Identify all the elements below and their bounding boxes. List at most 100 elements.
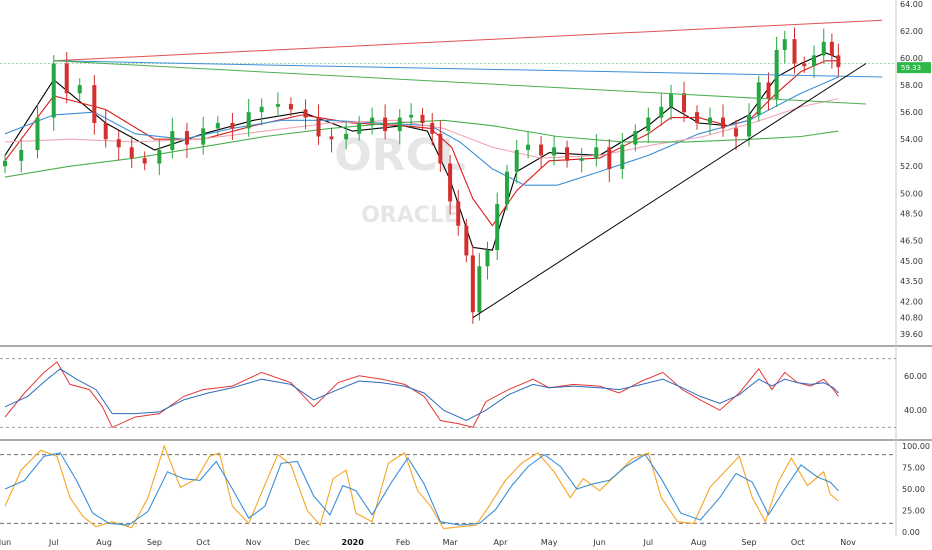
candle-body[interactable] — [464, 225, 469, 256]
time-axis-label: Mar — [443, 538, 459, 547]
candle-body[interactable] — [246, 112, 251, 129]
candle-body[interactable] — [142, 158, 147, 164]
candle-body[interactable] — [782, 39, 787, 50]
candle-body[interactable] — [184, 131, 189, 145]
candle-body[interactable] — [774, 49, 779, 99]
candle-body[interactable] — [344, 133, 349, 140]
price-pane[interactable] — [0, 19, 896, 324]
candle-body[interactable] — [734, 128, 739, 137]
candle-body[interactable] — [721, 117, 726, 129]
candle-body[interactable] — [35, 117, 40, 151]
candle-body[interactable] — [552, 147, 557, 156]
candle-body[interactable] — [383, 117, 388, 132]
trendline-3[interactable] — [472, 63, 867, 319]
stoch-series-line-1 — [4, 452, 839, 526]
time-axis-label: Jun — [0, 538, 11, 547]
moving-average-line-4 — [4, 119, 839, 178]
candle-body[interactable] — [633, 131, 638, 145]
candle-body[interactable] — [370, 117, 375, 123]
candle-body[interactable] — [215, 122, 220, 129]
candle-body[interactable] — [821, 41, 826, 56]
price-tick-label: 60.00 — [900, 54, 923, 63]
candle-body[interactable] — [438, 133, 443, 164]
stoch-series-line-0 — [4, 444, 839, 530]
panel-separators — [0, 0, 932, 536]
candle-body[interactable] — [485, 250, 490, 267]
candle-body[interactable] — [77, 85, 82, 94]
candle-body[interactable] — [682, 93, 687, 113]
rsi-pane[interactable] — [0, 358, 896, 429]
candle-body[interactable] — [514, 150, 519, 172]
candle-body[interactable] — [275, 104, 280, 107]
candle-body[interactable] — [157, 150, 162, 164]
candle-body[interactable] — [470, 255, 475, 313]
candle-body[interactable] — [201, 128, 206, 145]
price-tick-label: 39.60 — [900, 330, 923, 339]
rsi-series-line-0 — [4, 361, 839, 429]
candle-body[interactable] — [565, 147, 570, 161]
candle-body[interactable] — [620, 144, 625, 169]
candle-body[interactable] — [397, 117, 402, 132]
candle-body[interactable] — [812, 55, 817, 67]
candle-body[interactable] — [329, 136, 334, 140]
candle-body[interactable] — [116, 139, 121, 148]
candle-body[interactable] — [607, 147, 612, 169]
candle-body[interactable] — [802, 63, 807, 67]
candle-body[interactable] — [409, 114, 414, 118]
candle-body[interactable] — [288, 104, 293, 110]
time-axis-label: Aug — [96, 538, 112, 547]
candle-body[interactable] — [430, 122, 435, 134]
candle-body[interactable] — [792, 39, 797, 64]
candle-body[interactable] — [747, 114, 752, 137]
candle-body[interactable] — [51, 63, 56, 118]
candle-body[interactable] — [230, 122, 235, 129]
candle-body[interactable] — [836, 55, 841, 68]
candle-body[interactable] — [539, 144, 544, 156]
candle-body[interactable] — [646, 117, 651, 132]
candle-body[interactable] — [495, 204, 500, 251]
candle-body[interactable] — [708, 117, 713, 123]
candle-body[interactable] — [103, 122, 108, 140]
candle-body[interactable] — [64, 63, 69, 94]
time-axis-label: Oct — [791, 538, 805, 547]
candle-body[interactable] — [19, 150, 24, 161]
candle-body[interactable] — [594, 147, 599, 159]
candle-body[interactable] — [357, 122, 362, 134]
trendline-0[interactable] — [53, 19, 883, 62]
trendline-2[interactable] — [53, 60, 867, 105]
candle-body[interactable] — [316, 117, 321, 137]
last-price-label: 59.33 — [901, 64, 921, 72]
stoch-tick-label: 75.00 — [902, 464, 925, 473]
candle-body[interactable] — [766, 82, 771, 99]
moving-average-line-2 — [4, 76, 839, 186]
watermark: ORCL ORACLE — [334, 130, 466, 228]
candle-body[interactable] — [526, 144, 531, 151]
candle-body[interactable] — [659, 106, 664, 118]
candle-body[interactable] — [579, 158, 584, 161]
candle-body[interactable] — [448, 163, 453, 202]
candle-body[interactable] — [92, 85, 97, 123]
candle-body[interactable] — [420, 114, 425, 123]
candle-body[interactable] — [477, 266, 482, 313]
stoch-tick-label: 50.00 — [902, 485, 925, 494]
time-axis-label: Oct — [196, 538, 210, 547]
candle-body[interactable] — [3, 160, 7, 167]
candle-body[interactable] — [695, 112, 700, 123]
candle-body[interactable] — [170, 131, 175, 151]
stochastic-pane[interactable] — [0, 444, 896, 530]
price-tick-label: 62.00 — [900, 27, 923, 36]
candle-body[interactable] — [129, 147, 134, 159]
candle-body[interactable] — [504, 171, 509, 205]
time-axis-label: Dec — [295, 538, 310, 547]
stoch-tick-label: 100.00 — [902, 442, 930, 451]
candle-body[interactable] — [303, 109, 308, 118]
time-axis-label: Sep — [741, 538, 756, 547]
candle-body[interactable] — [829, 41, 834, 56]
candle-body[interactable] — [669, 93, 674, 107]
trendline-1[interactable] — [53, 60, 883, 78]
candle-body[interactable] — [259, 106, 264, 113]
candle-body[interactable] — [456, 201, 461, 226]
time-axis-label: Nov — [246, 538, 262, 547]
